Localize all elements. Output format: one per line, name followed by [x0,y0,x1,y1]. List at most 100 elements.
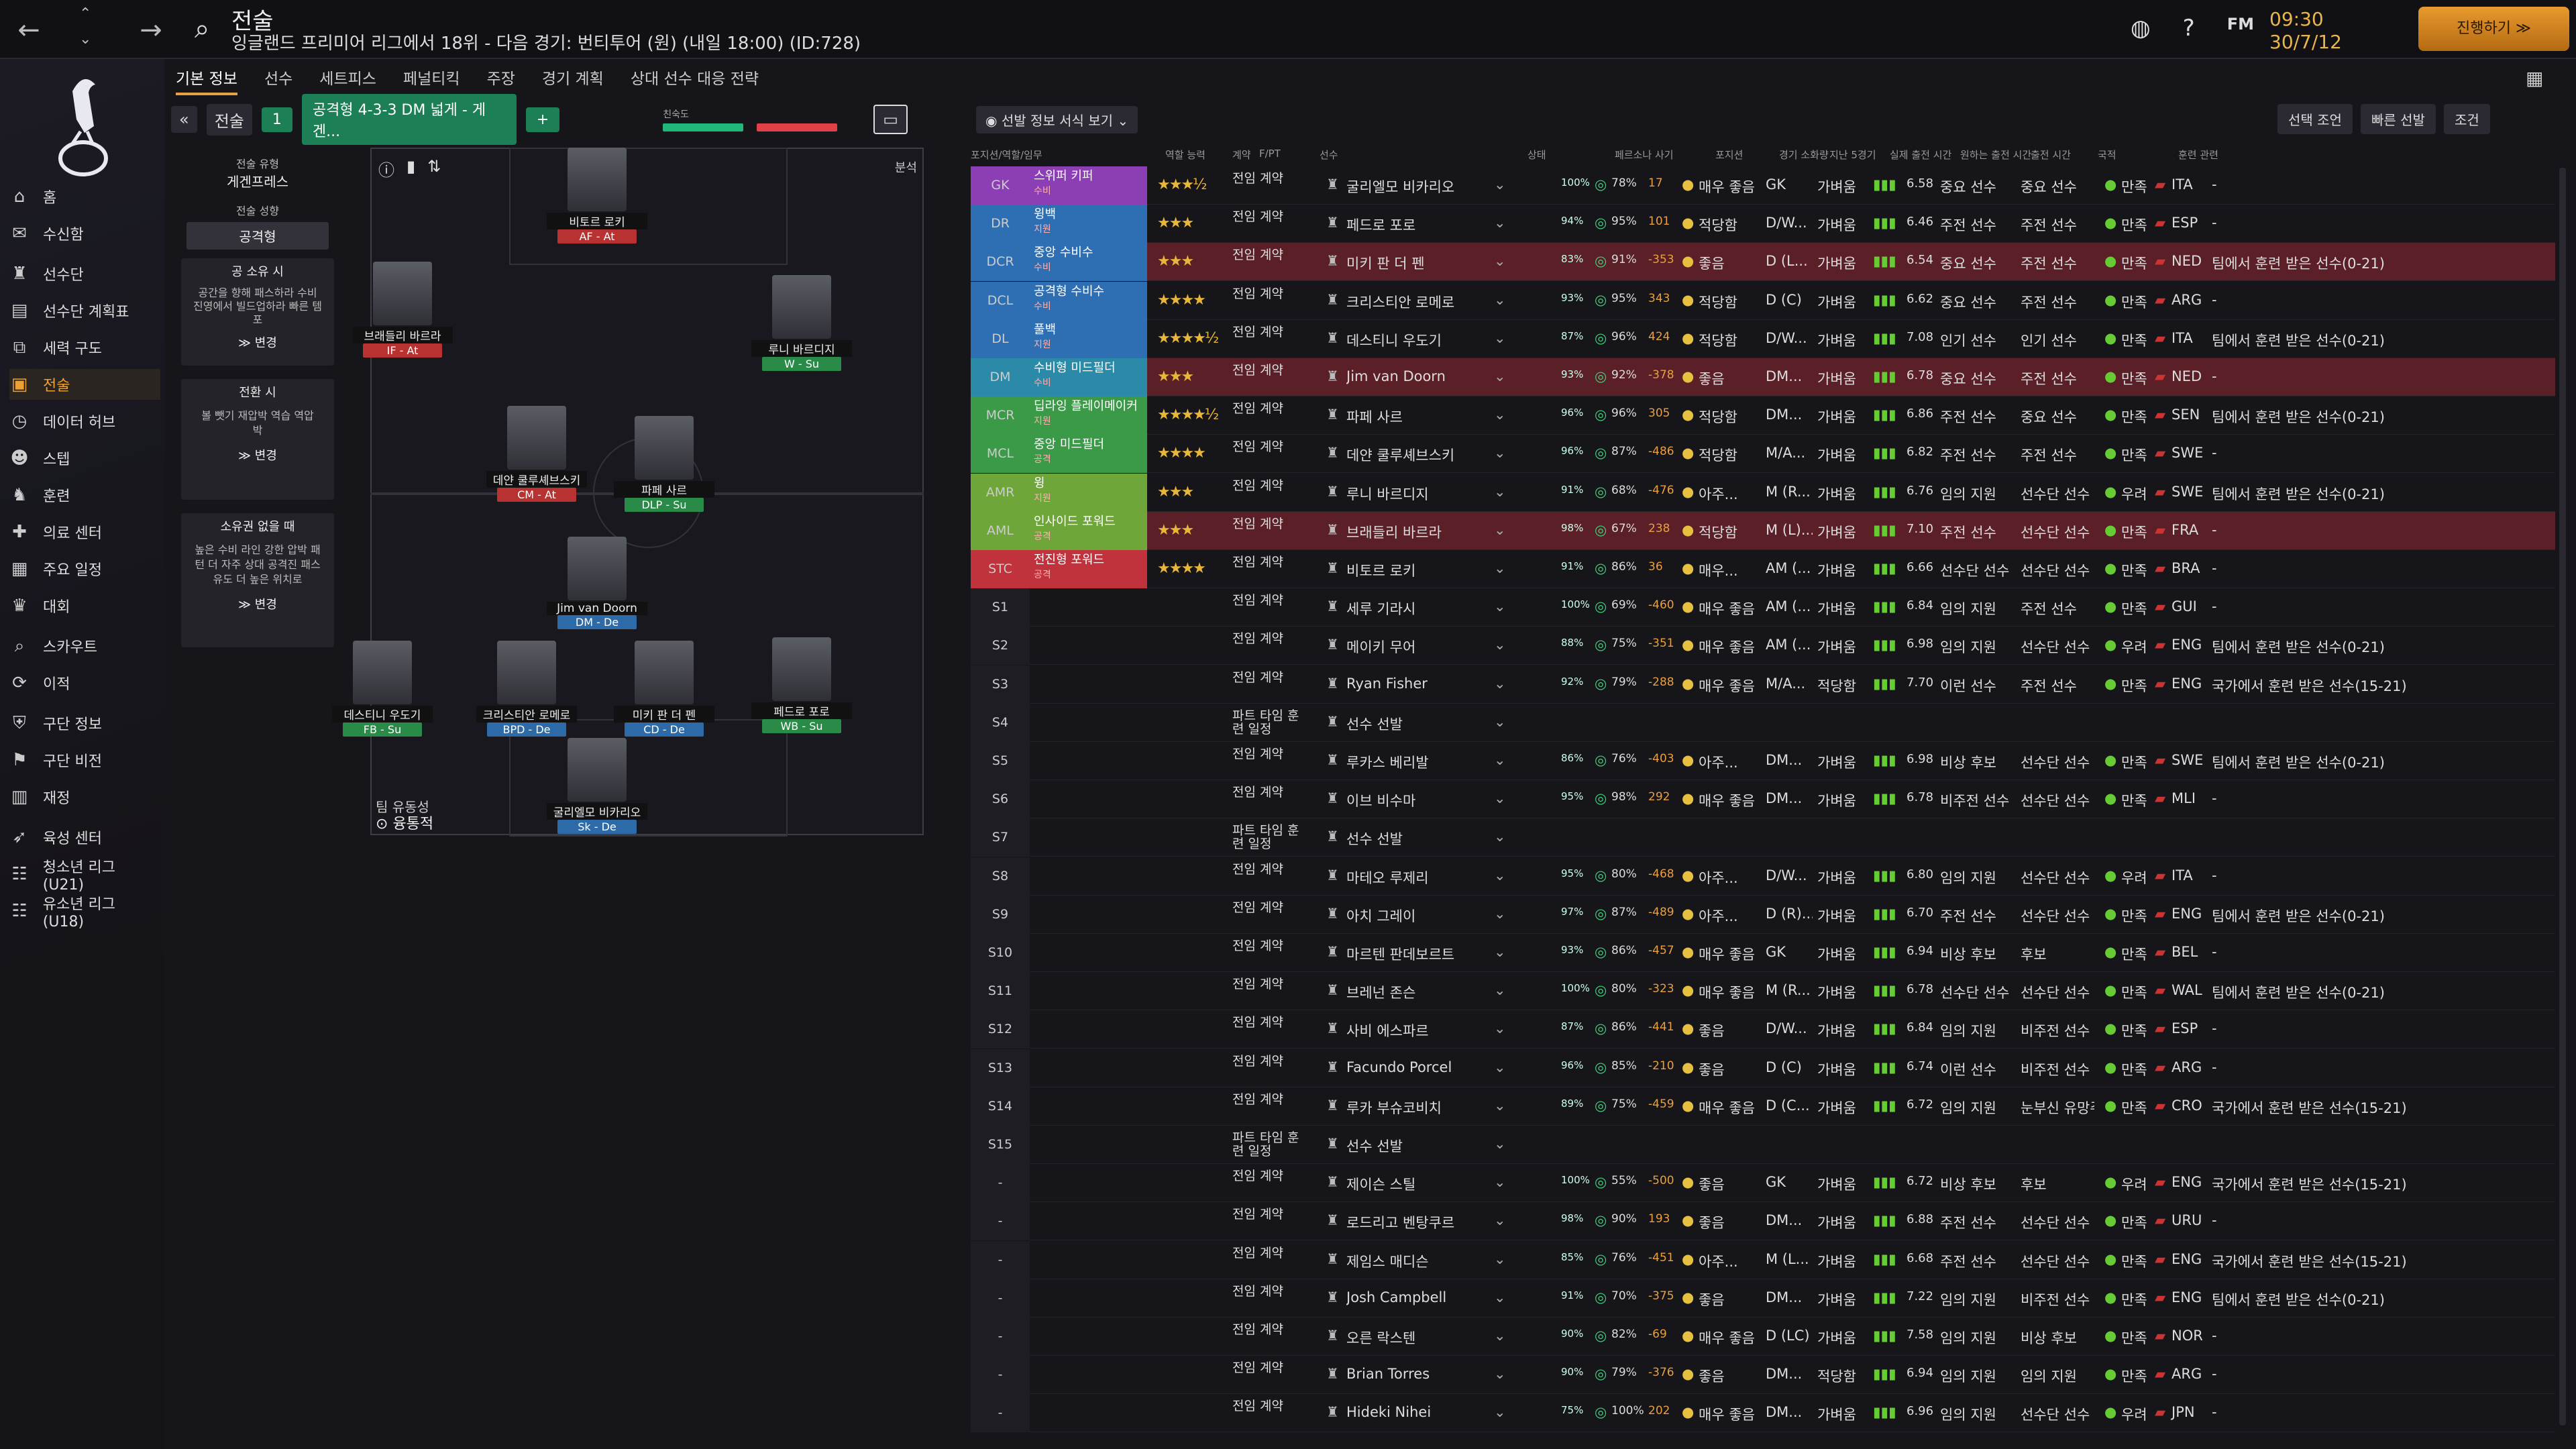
chevron-down-icon[interactable]: ⌄ [1494,905,1506,922]
player-name[interactable]: 마테오 루제리 [1346,869,1429,886]
sidebar-item-16[interactable]: ▥ 재정 [9,782,160,812]
pitch-player[interactable]: Jim van Doorn DM - De [547,537,647,629]
sidebar-item-18[interactable]: ☷ 청소년 리그 (U21) [9,859,160,894]
chevron-down-icon[interactable]: ⌄ [1494,521,1506,538]
chevron-down-icon[interactable]: ⌄ [1494,1136,1506,1152]
sidebar-item-10[interactable]: ▦ 주요 일정 [9,553,160,584]
chevron-down-icon[interactable]: ⌄ [1494,637,1506,653]
chevron-down-icon[interactable]: ⌄ [1494,752,1506,768]
chevron-down-icon[interactable]: ⌄ [1494,1404,1506,1421]
role-dropdown[interactable]: 중앙 미드필더 공격 [1030,435,1147,474]
tab-4[interactable]: 주장 [486,70,515,88]
table-row[interactable]: - 전임 계약 ♜ 로드리고 벤탕쿠르 ⌄ 98% ◎ 90% 193 ● 좋음 DM... 가벼움 ▮▮… [971,1202,2555,1241]
player-name[interactable]: 루카스 베리발 [1346,755,1429,771]
table-row[interactable]: MCR 딥라잉 플레이메이커 지원 ★★★★½ 전임 계약 ♜ 파페 사르 ⌄ 96% ◎ 96% 3… [971,396,2555,435]
role-dropdown[interactable]: 스위퍼 키퍼 수비 [1030,166,1147,205]
player-name[interactable]: 이브 비수마 [1346,793,1416,810]
pitch-player[interactable]: 루니 바르디지 W - Su [751,275,852,371]
column-header[interactable]: 훈련 관련 [2178,149,2218,161]
table-row[interactable]: S7 파트 타임 훈련 일정 ♜ 선수 선발 ⌄ [971,818,2555,857]
sidebar-item-12[interactable]: ⌕ 스카우트 [9,631,160,661]
column-header[interactable]: 실제 출전 시간 [1890,149,1952,161]
column-header[interactable]: 역할 능력 [1165,149,1205,161]
sidebar-item-0[interactable]: ⌂ 홈 [9,181,160,212]
player-name[interactable]: 파페 사르 [1346,409,1403,426]
select-player-dropdown[interactable]: 선수 선발 [1346,716,1403,733]
sidebar-item-1[interactable]: ✉ 수신함 [9,218,160,249]
table-row[interactable]: DR 윙백 지원 ★★★ 전임 계약 ♜ 페드로 포로 ⌄ 94% ◎ 95% 101 ● 적당함 D/W.… [971,205,2555,244]
player-name[interactable]: 굴리엘모 비카리오 [1346,179,1455,195]
sidebar-item-8[interactable]: ♞ 훈련 [9,480,160,511]
pitch-player[interactable]: 미키 판 더 펜 CD - De [614,641,714,737]
change-out-possession-button[interactable]: ≫ 변경 [238,598,277,612]
tab-5[interactable]: 경기 계획 [541,70,604,88]
chevron-down-icon[interactable]: ⌄ [1494,828,1506,845]
fm-logo[interactable]: FM [2226,15,2254,34]
table-row[interactable]: - 전임 계약 ♜ 오른 락스텐 ⌄ 90% ◎ 82% -69 ● 매우 좋음 D (LC) 가벼움 ▮… [971,1318,2555,1356]
table-row[interactable]: - 전임 계약 ♜ Brian Torres ⌄ 90% ◎ 79% -376 ● 좋음 DM... 적… [971,1356,2555,1395]
pitch-player[interactable]: 페드로 포로 WB - Su [751,637,852,733]
table-row[interactable]: S4 파트 타임 훈련 일정 ♜ 선수 선발 ⌄ [971,703,2555,742]
player-name[interactable]: 루카 부슈코비치 [1346,1099,1442,1116]
pitch-player[interactable]: 굴리엘모 비카리오 Sk - De [547,738,647,834]
chevron-down-icon[interactable]: ⌄ [1494,483,1506,500]
table-row[interactable]: S5 전임 계약 ♜ 루카스 베리발 ⌄ 86% ◎ 76% -403 ● 아주... DM... 가벼… [971,742,2555,780]
sidebar-item-2[interactable]: ♜ 선수단 [9,258,160,289]
chevron-down-icon[interactable]: ⌄ [1494,1289,1506,1305]
style-select[interactable]: 게겐프레스 [227,174,288,190]
player-name[interactable]: 아치 그레이 [1346,908,1416,924]
analysis-button[interactable]: 분석 [894,161,917,175]
help-icon[interactable]: ? [2182,15,2195,42]
chevron-down-icon[interactable]: ⌄ [1494,291,1506,308]
table-row[interactable]: DCL 공격형 수비수 수비 ★★★★ 전임 계약 ♜ 크리스티안 로메로 ⌄ 93% ◎ 95% 3… [971,281,2555,320]
table-button-0[interactable]: 선택 조언 [2277,104,2353,134]
sidebar-item-15[interactable]: ⚑ 구단 비전 [9,745,160,775]
chevron-down-icon[interactable]: ⌄ [1494,253,1506,270]
player-name[interactable]: Brian Torres [1346,1366,1430,1383]
up-chevron-icon[interactable]: ⌃ [79,5,92,22]
column-header[interactable]: 상태 [1527,149,1546,161]
chevron-down-icon[interactable]: ⌄ [1494,713,1506,730]
player-name[interactable]: 브레넌 존슨 [1346,985,1416,1002]
role-dropdown[interactable]: 공격형 수비수 수비 [1030,281,1147,320]
player-name[interactable]: Ryan Fisher [1346,675,1428,692]
table-row[interactable]: STC 전진형 포워드 공격 ★★★★ 전임 계약 ♜ 비토르 로키 ⌄ 91% ◎ 86% 36 ● 매… [971,550,2555,588]
player-name[interactable]: 미키 판 더 펜 [1346,256,1425,272]
chevron-down-icon[interactable]: ⌄ [1494,1174,1506,1191]
player-name[interactable]: 사비 에스파르 [1346,1023,1429,1040]
change-in-possession-button[interactable]: ≫ 변경 [238,336,277,350]
sidebar-item-14[interactable]: ⛨ 구단 정보 [9,708,160,739]
player-name[interactable]: Jim van Doorn [1346,368,1446,384]
player-name[interactable]: 마르텐 판데보르트 [1346,947,1455,963]
player-name[interactable]: 브래들리 바르라 [1346,524,1442,541]
table-row[interactable]: - 전임 계약 ♜ Hideki Nihei ⌄ 75% ◎ 100% 202 ● 매우 좋음 DM.… [971,1394,2555,1433]
table-row[interactable]: S10 전임 계약 ♜ 마르텐 판데보르트 ⌄ 93% ◎ 86% -457 ● 매우 좋음 GK 가벼… [971,934,2555,972]
table-row[interactable]: S2 전임 계약 ♜ 메이키 무어 ⌄ 88% ◎ 75% -351 ● 매우 좋음 AM (... 가… [971,627,2555,665]
pitch-player[interactable]: 파페 사르 DLP - Su [614,416,714,512]
select-player-dropdown[interactable]: 선수 선발 [1346,831,1403,848]
chevron-down-icon[interactable]: ⌄ [1494,560,1506,576]
tactic-slot[interactable]: 1 [261,107,292,132]
chevron-down-icon[interactable]: ⌄ [1494,982,1506,999]
table-row[interactable]: S3 전임 계약 ♜ Ryan Fisher ⌄ 92% ◎ 79% -288 ● 매우 좋음 M/A… [971,665,2555,704]
table-row[interactable]: S6 전임 계약 ♜ 이브 비수마 ⌄ 95% ◎ 98% 292 ● 매우 좋음 DM... 가벼움 ▮… [971,780,2555,819]
chevron-down-icon[interactable]: ⌄ [1494,867,1506,883]
chevron-down-icon[interactable]: ⌄ [1494,1250,1506,1267]
role-dropdown[interactable]: 딥라잉 플레이메이커 지원 [1030,396,1147,435]
column-header[interactable]: 포지션/역할/임무 [971,149,1042,161]
chevron-down-icon[interactable]: ⌄ [1494,790,1506,807]
sort-icon[interactable]: ⇅ [427,157,441,176]
player-name[interactable]: 제이슨 스틸 [1346,1177,1416,1193]
role-dropdown[interactable]: 풀백 지원 [1030,319,1147,358]
table-button-2[interactable]: 조건 [2443,104,2490,134]
pitch-player[interactable]: 데얀 쿨루셰브스키 CM - At [486,406,587,502]
chevron-down-icon[interactable]: ⌄ [1494,1097,1506,1114]
chevron-down-icon[interactable]: ⌄ [1494,1212,1506,1229]
globe-icon[interactable]: ◍ [2131,15,2151,42]
tab-3[interactable]: 페널티킥 [402,70,460,88]
pitch-player[interactable]: 데스티니 우도기 FB - Su [332,641,433,737]
table-row[interactable]: AML 인사이드 포워드 공격 ★★★ 전임 계약 ♜ 브래들리 바르라 ⌄ 98% ◎ 67% 23… [971,511,2555,550]
column-header[interactable]: 페르소나 사기 [1615,149,1674,161]
table-button-1[interactable]: 빠른 선발 [2360,104,2436,134]
chevron-down-icon[interactable]: ⌄ [1494,944,1506,960]
